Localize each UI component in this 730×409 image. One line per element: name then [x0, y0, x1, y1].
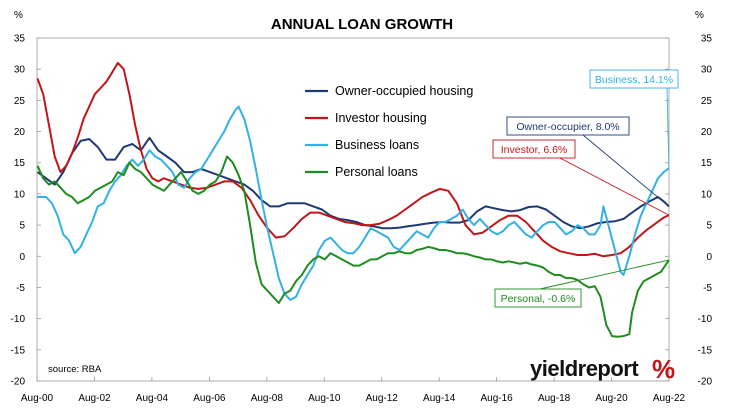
x-tick-label: Aug-22	[653, 393, 686, 404]
plot-area	[36, 37, 670, 382]
left-unit-label: %	[14, 10, 23, 21]
y-tick-left: 20	[14, 127, 26, 138]
y-tick-left: 30	[14, 65, 26, 76]
x-tick-label: Aug-04	[136, 393, 169, 404]
legend-label-investor: Investor housing	[335, 111, 427, 125]
y-tick-right: 20	[701, 127, 713, 138]
series-line-personal	[36, 155, 670, 338]
y-tick-right: 10	[701, 189, 713, 200]
x-tick-label: Aug-16	[481, 393, 514, 404]
y-tick-left: 0	[19, 252, 25, 263]
y-tick-left: 35	[14, 34, 26, 45]
legend-label-personal: Personal loans	[335, 165, 418, 179]
x-tick-label: Aug-10	[308, 393, 341, 404]
callout-personal-leader	[539, 259, 670, 290]
y-tick-right: 5	[706, 221, 712, 232]
x-tick-label: Aug-20	[595, 393, 628, 404]
y-tick-left: 10	[14, 189, 26, 200]
callout-investor: Investor, 6.6%	[492, 139, 670, 216]
y-tick-right: 25	[701, 96, 713, 107]
callout-business-box	[589, 69, 679, 89]
legend-label-owner-occupied: Owner-occupied housing	[335, 84, 473, 98]
legend: Owner-occupied housing Investor housing …	[305, 84, 473, 179]
y-tick-right: 30	[701, 65, 713, 76]
y-tick-left: -10	[11, 314, 26, 325]
axes-layer: -20 -20 -15 -15 -10 -10 -5 -5 0 0 5 5 10 10 15 15 20 20 25…	[11, 34, 713, 405]
chart-title: ANNUAL LOAN GROWTH	[271, 16, 453, 33]
callout-owner-box	[506, 116, 630, 136]
series-layer	[36, 61, 670, 338]
y-tick-right: 0	[706, 252, 712, 263]
callout-owner-occupier: Owner-occupier, 8.0%	[506, 116, 670, 207]
logo-percent-mark: %	[652, 354, 675, 384]
x-tick-label: Aug-18	[538, 393, 571, 404]
y-tick-right: 15	[701, 158, 713, 169]
callout-investor-leader	[559, 157, 670, 216]
callout-business: Business, 14.1%	[589, 69, 679, 169]
series-line-owner-occupied	[36, 136, 670, 230]
source-note: source: RBA	[48, 364, 102, 375]
callout-personal-text: Personal, -0.6%	[501, 293, 576, 305]
y-tick-left: 5	[19, 221, 25, 232]
series-line-business	[37, 105, 670, 301]
y-tick-right: -20	[698, 377, 713, 388]
callout-personal-box	[494, 288, 582, 308]
y-tick-left: 25	[14, 96, 26, 107]
yieldreport-logo: yieldreport %	[530, 354, 675, 384]
callout-owner-text: Owner-occupier, 8.0%	[516, 121, 619, 133]
callout-owner-leader	[582, 134, 670, 207]
callout-investor-box	[492, 139, 576, 159]
right-unit-label: %	[695, 10, 704, 21]
x-tick-label: Aug-06	[193, 393, 226, 404]
y-tick-left: -20	[11, 377, 26, 388]
x-tick-label: Aug-00	[21, 393, 54, 404]
y-tick-left: -15	[11, 345, 26, 356]
callout-business-text: Business, 14.1%	[595, 74, 673, 86]
x-tick-label: Aug-14	[423, 393, 456, 404]
y-tick-right: -15	[698, 345, 713, 356]
y-tick-right: -5	[703, 283, 712, 294]
series-line-investor	[36, 61, 670, 258]
callout-personal: Personal, -0.6%	[494, 259, 670, 308]
y-tick-left: -5	[16, 283, 25, 294]
x-tick-label: Aug-08	[251, 393, 284, 404]
y-tick-left: 15	[14, 158, 26, 169]
y-tick-right: -10	[698, 314, 713, 325]
callout-business-leader	[666, 87, 670, 169]
logo-wordmark: yieldreport	[530, 356, 639, 381]
callout-investor-text: Investor, 6.6%	[501, 144, 568, 156]
x-tick-label: Aug-02	[78, 393, 111, 404]
y-tick-right: 35	[701, 34, 713, 45]
legend-label-business: Business loans	[335, 138, 419, 152]
x-tick-label: Aug-12	[366, 393, 399, 404]
